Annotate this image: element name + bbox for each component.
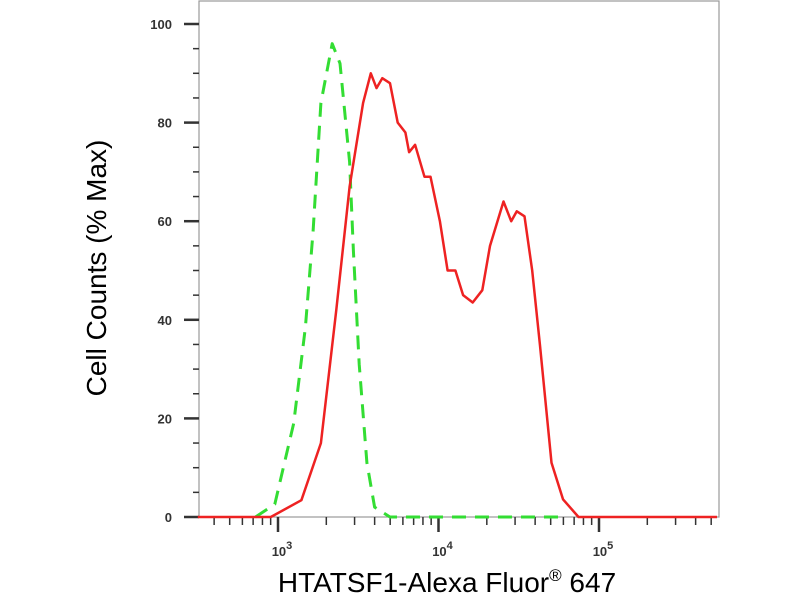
y-tick-label: 100: [150, 17, 172, 32]
y-tick-label: 80: [158, 116, 172, 131]
series-line-htatsf1: [197, 72, 717, 519]
x-axis-title: HTATSF1-Alexa Fluor® 647: [278, 566, 616, 598]
series-line-isotype-control: [254, 42, 563, 519]
y-tick-label: 20: [158, 411, 172, 426]
x-tick-label: 105: [593, 540, 614, 559]
y-tick-label: 60: [158, 214, 172, 229]
plot-frame: [198, 0, 720, 518]
x-tick-label: 103: [272, 540, 293, 559]
y-tick-label: 0: [165, 510, 172, 525]
x-tick-label: 104: [432, 540, 453, 559]
y-axis-title: Cell Counts (% Max): [81, 140, 112, 397]
y-tick-label: 40: [158, 313, 172, 328]
